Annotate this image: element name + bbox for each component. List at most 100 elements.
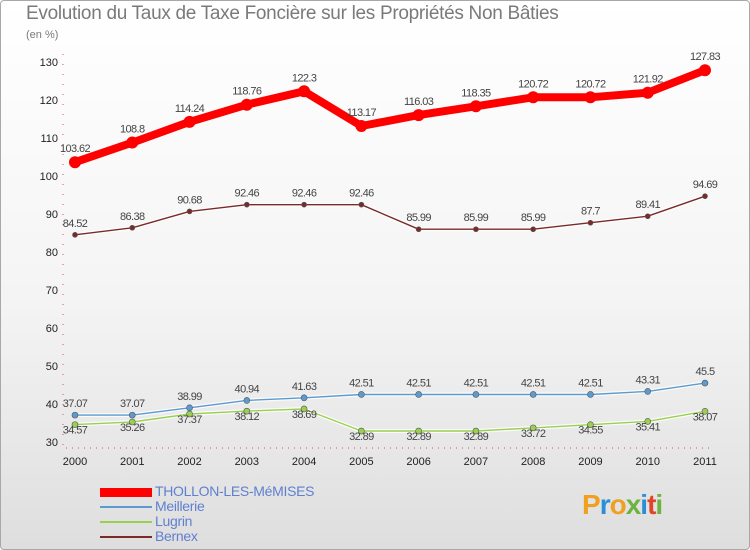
legend-label: Bernex — [155, 528, 198, 544]
series-line — [74, 195, 706, 236]
x-tick-label: 2006 — [406, 456, 430, 468]
data-point — [529, 424, 537, 432]
data-point — [358, 391, 365, 398]
data-point — [69, 156, 81, 169]
data-point — [186, 404, 193, 412]
data-point — [415, 391, 422, 398]
data-point — [128, 411, 136, 419]
x-tick-label: 2002 — [177, 456, 201, 468]
series-line — [71, 66, 709, 167]
y-tick-label: 80 — [46, 247, 58, 259]
data-label: 37.07 — [120, 398, 145, 410]
data-label: 38.99 — [177, 391, 202, 403]
data-label: 92.46 — [349, 188, 374, 200]
x-tick-label: 2000 — [63, 456, 87, 468]
data-label: 40.94 — [235, 383, 260, 395]
data-label: 90.68 — [177, 194, 202, 206]
x-tick-label: 2001 — [120, 456, 144, 468]
data-label: 42.51 — [349, 377, 374, 389]
data-label: 108.8 — [120, 124, 145, 136]
data-label: 35.26 — [120, 422, 145, 434]
data-label: 92.46 — [235, 188, 260, 200]
data-point — [126, 136, 139, 149]
data-label: 42.51 — [406, 377, 431, 389]
logo-letter: x — [625, 489, 642, 520]
series-line — [74, 408, 706, 432]
y-tick-label: 50 — [46, 361, 58, 373]
data-point — [584, 91, 597, 104]
x-tick-label: 2010 — [635, 456, 659, 468]
logo-letter: P — [582, 489, 601, 520]
data-point — [587, 219, 594, 226]
data-label: 45.5 — [695, 366, 714, 378]
x-tick-label: 2008 — [521, 456, 545, 468]
logo-letter: r — [599, 489, 611, 520]
data-label: 32.89 — [406, 431, 431, 443]
data-label: 38.12 — [235, 411, 260, 423]
unit-label: (en %) — [26, 29, 59, 41]
data-point — [587, 391, 594, 398]
chart-title: Evolution du Taux de Taxe Foncière sur l… — [26, 3, 559, 24]
data-label: 86.38 — [120, 211, 145, 223]
y-tick-label: 30 — [46, 437, 58, 449]
data-label: 122.3 — [292, 72, 317, 84]
data-point — [72, 232, 78, 238]
data-point — [701, 379, 709, 387]
logo-letter: i — [655, 489, 663, 520]
data-point — [71, 421, 79, 428]
data-label: 42.51 — [578, 377, 603, 389]
data-point — [71, 411, 79, 419]
data-label: 120.72 — [518, 78, 549, 90]
y-tick-label: 60 — [46, 323, 58, 335]
data-point — [469, 100, 482, 113]
x-tick-label: 2009 — [578, 456, 602, 468]
data-point — [244, 201, 250, 208]
legend-swatch — [100, 506, 152, 508]
data-label: 35.41 — [635, 421, 660, 433]
data-label: 34.57 — [63, 425, 88, 437]
x-tick-label: 2005 — [349, 456, 373, 468]
data-label: 113.17 — [347, 107, 377, 119]
logo-letter: i — [640, 489, 648, 520]
logo-letter: t — [647, 489, 656, 520]
data-point — [298, 85, 311, 98]
data-label: 87.7 — [581, 206, 600, 218]
data-point — [186, 208, 193, 215]
data-point — [300, 405, 308, 413]
data-point — [415, 226, 422, 233]
y-tick-label: 40 — [46, 399, 58, 411]
data-label: 33.72 — [521, 428, 546, 440]
data-label: 116.03 — [404, 96, 434, 108]
data-point — [472, 391, 480, 398]
data-label: 89.41 — [635, 199, 660, 211]
data-label: 85.99 — [406, 212, 431, 224]
data-label: 42.51 — [464, 377, 489, 389]
data-point — [644, 418, 652, 425]
data-label: 118.35 — [461, 87, 491, 99]
x-tick-label: 2007 — [464, 456, 488, 468]
data-label: 118.76 — [232, 86, 262, 98]
logo-letter: o — [609, 489, 627, 520]
data-point — [587, 421, 594, 429]
data-label: 32.89 — [464, 431, 489, 443]
data-point — [701, 408, 709, 415]
data-point — [472, 427, 480, 435]
data-point — [129, 224, 136, 231]
data-point — [527, 91, 540, 104]
y-tick-label: 130 — [40, 57, 58, 69]
data-label: 84.52 — [63, 218, 88, 230]
data-point — [243, 397, 251, 404]
data-label: 32.89 — [349, 431, 374, 443]
y-tick-label: 110 — [40, 133, 58, 145]
data-point — [301, 201, 307, 208]
data-point — [644, 388, 652, 395]
data-point — [358, 201, 365, 208]
data-label: 38.69 — [292, 409, 317, 421]
series-line-halo — [74, 194, 706, 237]
series-line — [74, 382, 706, 416]
legend-swatch — [100, 487, 152, 497]
data-label: 43.31 — [635, 374, 660, 386]
data-point — [530, 226, 536, 233]
data-label: 34.55 — [578, 425, 603, 437]
